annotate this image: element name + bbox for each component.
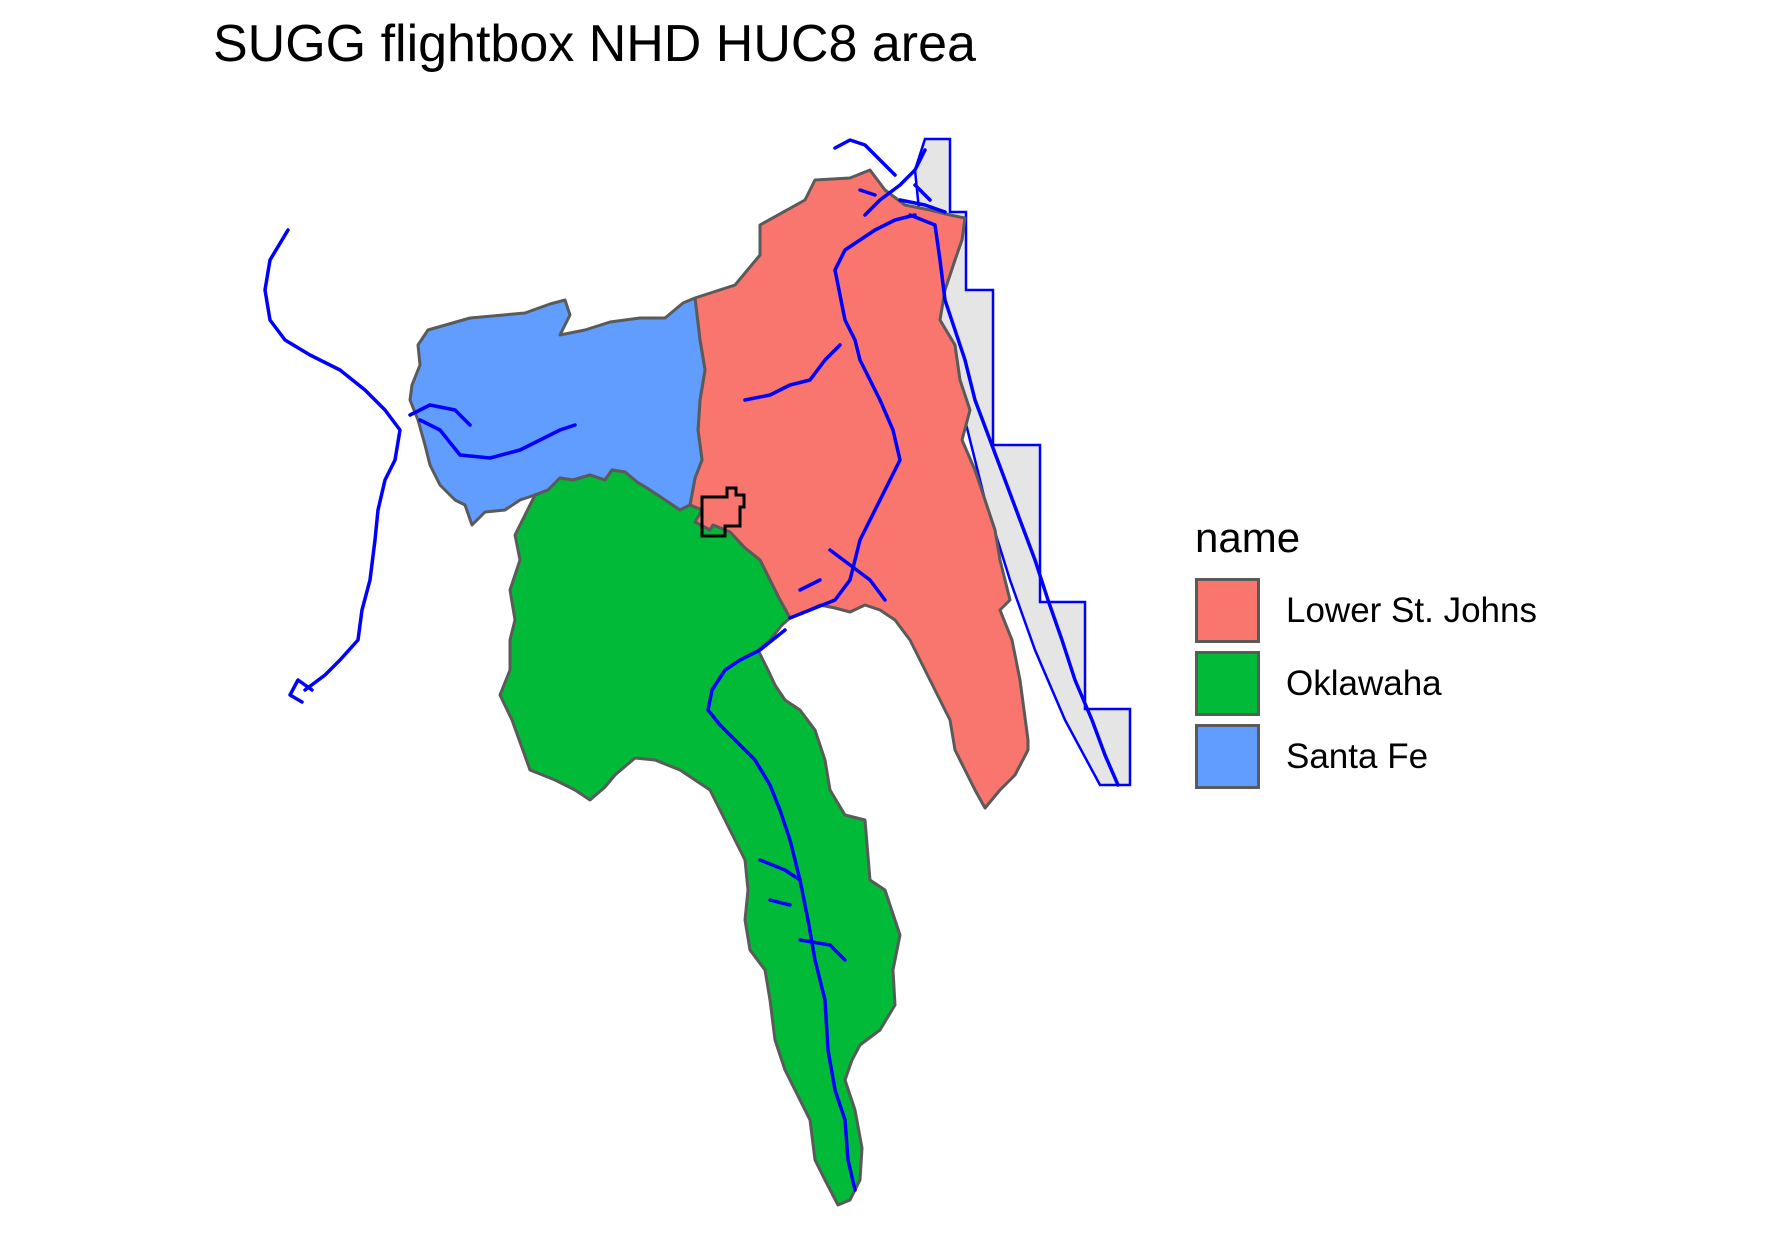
legend-key-santa-fe xyxy=(1195,724,1260,789)
legend-key-lower-st-johns xyxy=(1195,578,1260,643)
legend-item-santa-fe: Santa Fe xyxy=(1195,720,1537,793)
huc8-oklawaha xyxy=(498,468,902,1207)
legend-item-oklawaha: Oklawaha xyxy=(1195,647,1537,720)
legend-label: Oklawaha xyxy=(1286,663,1442,703)
map-title: SUGG flightbox NHD HUC8 area xyxy=(213,15,976,73)
legend: name Lower St. Johns Oklawaha Santa Fe xyxy=(1195,514,1537,793)
sugg-site-boundary xyxy=(700,486,746,538)
legend-item-lower-st-johns: Lower St. Johns xyxy=(1195,574,1537,647)
legend-key-oklawaha xyxy=(1195,651,1260,716)
nhd-flowlines xyxy=(263,138,1120,1192)
legend-label: Santa Fe xyxy=(1286,736,1429,776)
legend-title: name xyxy=(1195,514,1301,561)
legend-label: Lower St. Johns xyxy=(1286,590,1537,630)
